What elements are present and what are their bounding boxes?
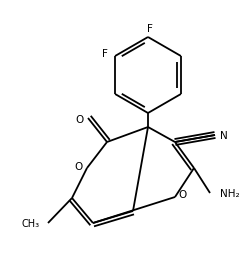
- Text: O: O: [75, 162, 83, 172]
- Text: O: O: [76, 115, 84, 125]
- Text: F: F: [102, 49, 108, 59]
- Text: NH₂: NH₂: [220, 189, 240, 199]
- Text: O: O: [178, 190, 186, 200]
- Text: F: F: [147, 24, 153, 34]
- Text: N: N: [220, 131, 228, 141]
- Text: CH₃: CH₃: [22, 219, 40, 229]
